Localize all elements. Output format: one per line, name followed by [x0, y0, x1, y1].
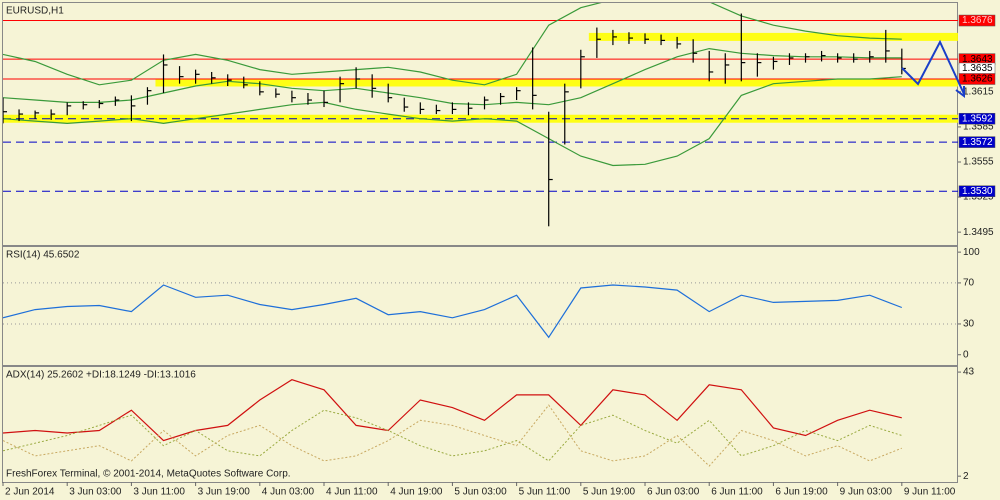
x-tick-label: 4 Jun 19:00: [390, 487, 443, 498]
x-tick-label: 9 Jun 11:00: [904, 487, 956, 498]
level-box: [958, 136, 996, 148]
series-line: [3, 379, 902, 442]
pane-title: EURUSD,H1: [6, 6, 64, 17]
footer: FreshForex Terminal, © 2001-2014, MetaQu…: [6, 469, 291, 480]
series-line: [3, 284, 903, 339]
y-tick-label: 100: [963, 247, 980, 258]
x-tick-label: 6 Jun 11:00: [711, 487, 763, 498]
series-line: [3, 76, 902, 167]
pane-plot: [3, 379, 902, 467]
y-tick-label: 70: [963, 278, 975, 289]
x-tick-label: 4 Jun 11:00: [326, 487, 378, 498]
forecast-arrowhead: [955, 86, 965, 98]
level-box: [958, 73, 996, 85]
level-label: 1.3530: [962, 186, 993, 197]
level-box: [958, 112, 996, 125]
y-tick-label: 30: [963, 319, 975, 330]
level-label: 1.3676: [962, 15, 993, 26]
y-tick-label: 1.3555: [963, 157, 994, 168]
pane-plot: [3, 3, 958, 227]
level-label: 1.3626: [962, 74, 993, 85]
x-tick-label: 9 Jun 03:00: [840, 487, 893, 498]
level-label: 1.3635: [962, 63, 993, 74]
pane-plot: [3, 282, 958, 339]
y-tick-label: 0: [963, 349, 969, 360]
price-pane: [2, 2, 958, 246]
x-tick-label: 3 Jun 11:00: [133, 487, 185, 498]
x-tick-label: 5 Jun 19:00: [583, 487, 636, 498]
level-label: 1.3643: [962, 54, 993, 65]
x-tick-label: 6 Jun 03:00: [647, 487, 700, 498]
level-box: [958, 14, 996, 27]
y-tick-label: 2: [963, 471, 969, 482]
level-box: [958, 185, 996, 197]
zone: [588, 32, 958, 41]
y-tick-label: 1.3585: [963, 122, 994, 133]
x-tick-label: 2 Jun 2014: [5, 487, 55, 498]
x-tick-label: 3 Jun 03:00: [69, 487, 122, 498]
x-tick-label: 5 Jun 11:00: [519, 487, 571, 498]
rsi-pane: [2, 246, 958, 366]
series-line: [3, 404, 902, 467]
forecast-arrow: [901, 39, 965, 95]
x-tick-label: 3 Jun 19:00: [198, 487, 251, 498]
pane-title: ADX(14) 25.2602 +DI:18.1249 -DI:13.1016: [6, 370, 196, 381]
x-tick-label: 4 Jun 03:00: [262, 487, 315, 498]
series-line: [3, 409, 902, 462]
adx-pane: [2, 366, 958, 483]
y-tick-label: 43: [963, 367, 975, 378]
x-tick-label: 5 Jun 03:00: [454, 487, 507, 498]
y-tick-label: 1.3495: [963, 227, 994, 238]
x-tick-label: 6 Jun 19:00: [775, 487, 828, 498]
level-label: 1.3592: [962, 113, 993, 124]
series-line: [3, 3, 902, 86]
pane-title: RSI(14) 45.6502: [6, 250, 80, 261]
y-tick-label: 1.3615: [963, 86, 994, 97]
zone: [155, 78, 958, 87]
level-label: 1.3572: [962, 137, 993, 148]
y-tick-label: 1.3525: [963, 192, 994, 203]
